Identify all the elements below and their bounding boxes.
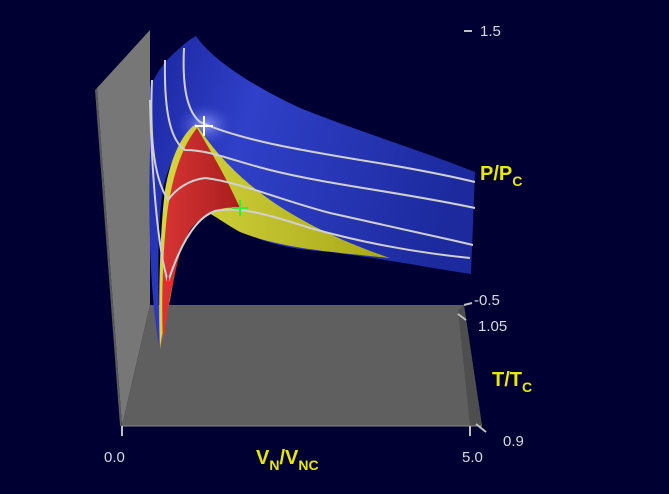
- isotherm-curve: [150, 79, 474, 246]
- t-axis-title-main: T/T: [492, 369, 522, 391]
- critical-point-marker: [195, 116, 213, 136]
- markers: [163, 116, 248, 289]
- isotherm-curve: [163, 59, 476, 209]
- y-axis-title: P/PC: [480, 163, 522, 189]
- y-tick-label-bottom: -0.5: [474, 292, 500, 309]
- isotherm-curve: [149, 99, 471, 286]
- tick-marks: [121, 30, 487, 436]
- x-tick-label-right: 5.0: [462, 449, 483, 466]
- tick-labels: 1.5 -0.5 1.05 0.9 0.0 5.0: [104, 23, 524, 466]
- t-tick-label-top: 1.05: [478, 318, 507, 335]
- isotherm-curve: [182, 47, 476, 183]
- spinodal-point-marker: [163, 277, 173, 289]
- y-axis-title-main: P/P: [480, 163, 512, 185]
- floor: [122, 305, 482, 426]
- x-axis-title-slash: /V: [279, 447, 299, 469]
- x-axis-title-main: V: [256, 447, 270, 469]
- y-tick-label-top: 1.5: [480, 23, 501, 40]
- t-axis-title-sub: C: [522, 379, 532, 395]
- x-axis-title-sub1: N: [269, 457, 279, 473]
- x-axis-title-sub2: NC: [298, 457, 318, 473]
- isotherm-curves: [149, 47, 476, 286]
- tick-mark: [463, 302, 473, 306]
- tick-mark: [457, 313, 467, 321]
- t-axis-title: T/TC: [492, 369, 532, 395]
- red-surface: [162, 128, 240, 345]
- left-wall: [97, 30, 150, 426]
- x-axis-title: VN/VNC: [256, 447, 319, 473]
- x-tick-label-left: 0.0: [104, 449, 125, 466]
- right-wall: [458, 305, 482, 426]
- spinodal-point-marker: [232, 200, 248, 216]
- t-tick-label-bottom: 0.9: [503, 433, 524, 450]
- left-wall-side: [95, 88, 122, 426]
- tick-mark: [475, 423, 487, 433]
- y-axis-title-sub: C: [512, 173, 522, 189]
